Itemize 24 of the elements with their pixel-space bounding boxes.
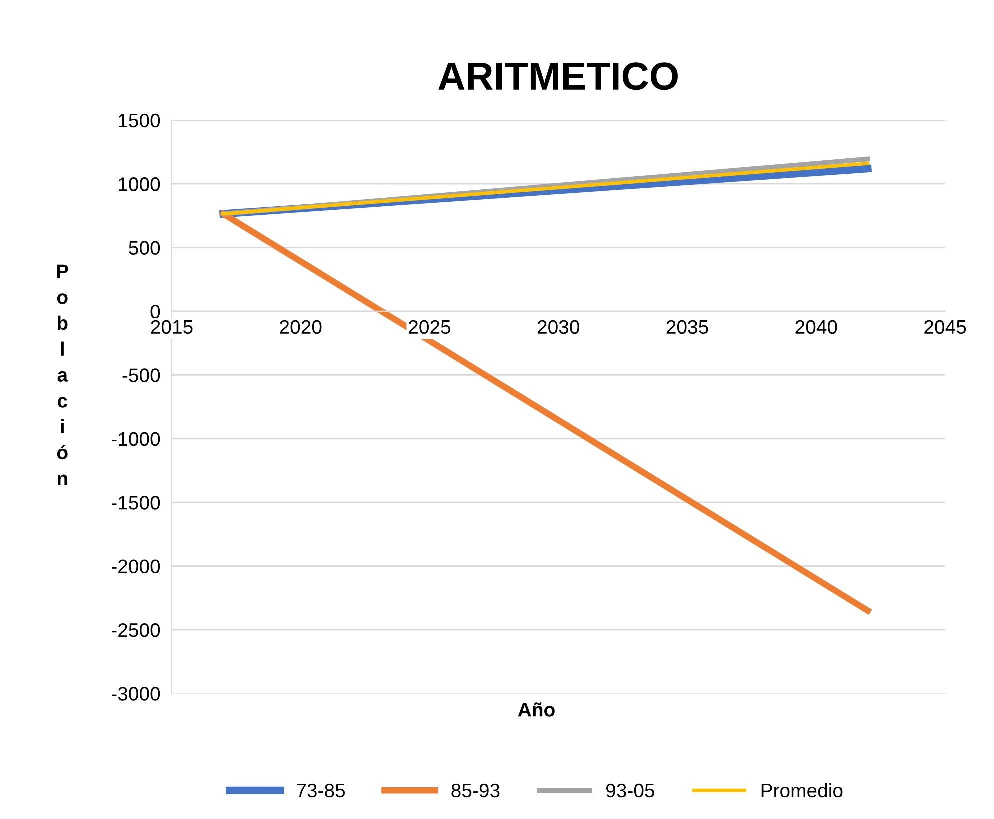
x-tick-label: 2040 [796, 320, 838, 334]
legend-label: 93-05 [606, 784, 654, 798]
y-tick-label: -500 [122, 368, 160, 382]
x-tick-label: 2015 [151, 320, 193, 334]
chart-title: ARITMETICO [438, 62, 678, 90]
x-tick-label: 2020 [280, 320, 322, 334]
y-tick-label: 1500 [119, 114, 160, 128]
y-tick-label: -1000 [112, 432, 160, 446]
y-tick-label: -3000 [112, 687, 160, 701]
text: Población [57, 264, 68, 486]
x-tick-label: 2045 [924, 320, 966, 334]
x-tick-label: 2025 [409, 320, 451, 334]
x-tick-label: 2030 [538, 320, 580, 334]
x-tick-label: 2035 [666, 320, 708, 334]
y-tick-label: -1500 [112, 496, 160, 510]
y-tick-label: -2000 [112, 560, 160, 574]
legend-label: Promedio [762, 783, 843, 798]
y-tick-label: 1000 [119, 178, 160, 192]
y-tick-label: 0 [150, 304, 160, 319]
y-tick-label: -2500 [112, 623, 160, 638]
legend-label: 85-93 [452, 784, 500, 798]
legend-label: 73-85 [297, 784, 346, 798]
x-axis-title: Año [518, 702, 555, 717]
y-tick-label: 500 [129, 241, 160, 256]
